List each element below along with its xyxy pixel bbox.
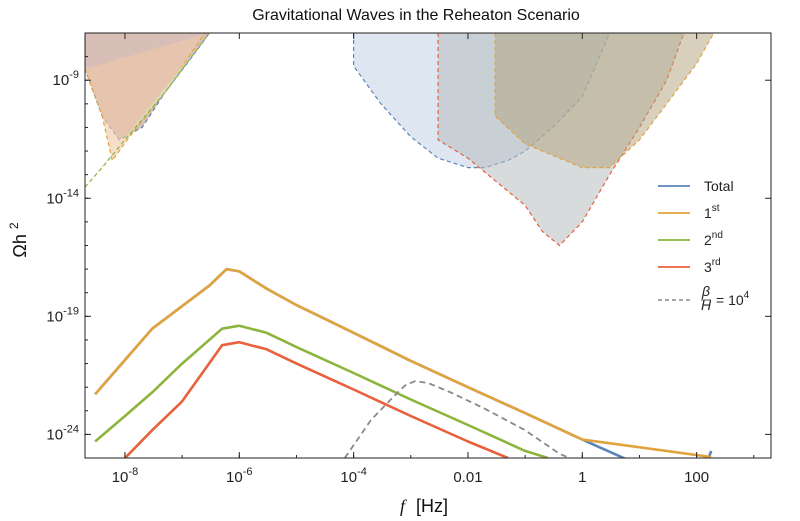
- legend-label-4: βH = 104: [701, 283, 750, 313]
- sensitivity-region-2: [85, 33, 210, 187]
- series-line-4: [344, 380, 570, 458]
- legend-label-1: 1st: [704, 203, 720, 221]
- y-tick-label-1: 10-14: [46, 187, 79, 207]
- legend-label-2: 2nd: [704, 230, 723, 248]
- series-line-1: [94, 267, 712, 458]
- x-tick-label-0: 10-8: [112, 466, 138, 486]
- svg-text:H: H: [701, 297, 712, 313]
- x-axis-title: f [Hz]: [400, 496, 448, 516]
- x-axis-var: f: [400, 496, 408, 516]
- x-tick-label-5: 100: [684, 469, 709, 486]
- sensitivity-edge-1: [85, 33, 210, 162]
- y-tick-label-2: 10-19: [46, 305, 79, 325]
- sensitivity-regions: [85, 33, 715, 247]
- sensitivity-edge-2: [85, 33, 210, 188]
- y-axis-main: Ωh: [10, 234, 30, 257]
- sensitivity-region-5: [495, 33, 714, 168]
- x-ticks: 10-8 10-6 10-4 0.01 1 100: [112, 33, 755, 486]
- svg-text:= 104: = 104: [716, 290, 750, 308]
- y-tick-label-3: 10-24: [46, 423, 79, 443]
- x-axis-unit: [Hz]: [416, 496, 448, 516]
- sensitivity-region-1: [85, 33, 210, 161]
- series-line-3: [124, 340, 509, 458]
- legend-label-3: 3rd: [704, 257, 721, 275]
- svg-text:f [Hz]: f [Hz]: [400, 496, 448, 516]
- x-tick-label-2: 10-4: [340, 466, 366, 486]
- y-axis-title: Ωh 2: [7, 222, 30, 257]
- x-tick-label-4: 1: [578, 469, 586, 486]
- y-ticks: 10-9 10-14 10-19 10-24: [46, 32, 771, 459]
- legend: Total 1st 2nd 3rd βH = 104: [658, 178, 750, 313]
- y-tick-label-0: 10-9: [53, 69, 79, 89]
- x-tick-label-1: 10-6: [226, 466, 252, 486]
- svg-text:β: β: [701, 283, 710, 299]
- series-lines: [94, 267, 713, 458]
- legend-label-0: Total: [704, 178, 734, 194]
- y-axis-sup: 2: [7, 222, 21, 229]
- svg-text:Ωh 2: Ωh 2: [7, 222, 30, 257]
- sensitivity-edge-5: [494, 33, 715, 169]
- chart-title: Gravitational Waves in the Reheaton Scen…: [252, 7, 580, 24]
- x-tick-label-3: 0.01: [453, 469, 482, 486]
- series-line-2: [94, 324, 549, 458]
